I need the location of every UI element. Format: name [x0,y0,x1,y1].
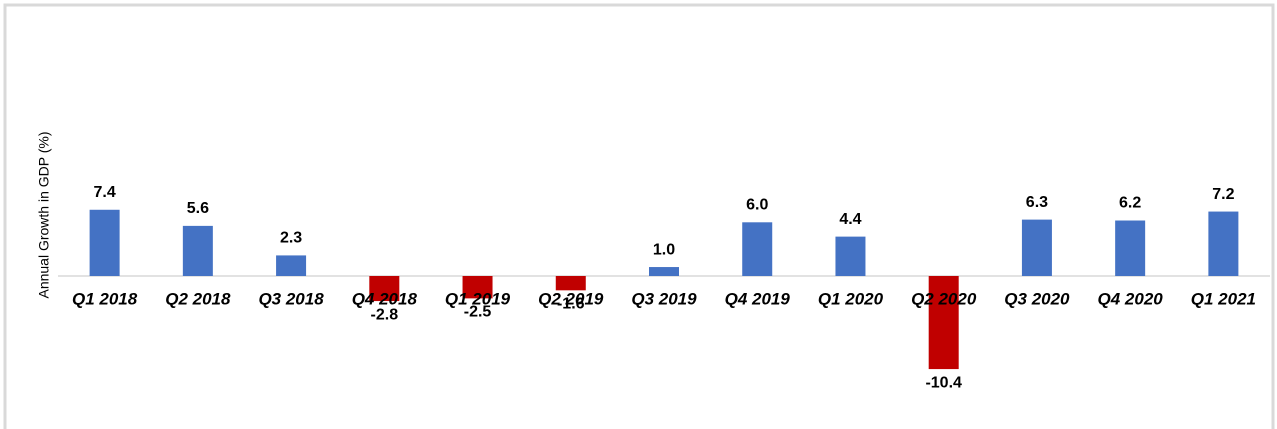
y-axis-label: Annual Growth in GDP (%) [36,131,52,298]
data-label: 6.3 [1026,194,1048,211]
x-tick-label: Q3 2020 [1004,289,1070,308]
data-label: 7.2 [1212,186,1234,203]
x-tick-label: Q2 2019 [538,289,604,308]
x-tick-label: Q1 2020 [818,289,884,308]
x-tick-label: Q2 2018 [165,289,231,308]
data-label: 4.4 [839,211,861,228]
bar [369,276,400,302]
bar [276,255,307,276]
data-label: 6.2 [1119,195,1141,212]
data-label: 6.0 [746,197,768,214]
x-tick-label: Q1 2018 [72,289,138,308]
bar [182,225,213,276]
x-tick-label: Q1 2019 [445,289,511,308]
data-label: -10.4 [925,374,962,391]
x-tick-label: Q1 2021 [1191,289,1256,308]
bar [835,236,866,276]
x-tick-label: Q2 2020 [911,289,977,308]
chart-border [3,3,1275,429]
data-label: 1.0 [653,241,675,258]
data-label: 5.6 [187,200,209,217]
data-label: -2.5 [464,304,492,321]
x-tick-label: Q4 2019 [725,289,791,308]
x-tick-label: Q4 2018 [352,289,418,308]
bar [1208,211,1239,276]
x-tick-label: Q4 2020 [1098,289,1164,308]
x-tick-label: Q3 2019 [631,289,697,308]
bar [462,276,493,299]
bar [1021,219,1052,276]
bar [1115,220,1146,276]
x-tick-label: Q3 2018 [258,289,324,308]
data-label: 2.3 [280,230,302,247]
bar [928,276,959,370]
data-label: -1.6 [557,296,585,313]
bar [649,267,679,276]
data-label: 7.4 [93,184,115,201]
bar [742,222,773,276]
bar [555,276,586,291]
data-label: -2.8 [371,306,399,323]
bar [89,209,120,276]
